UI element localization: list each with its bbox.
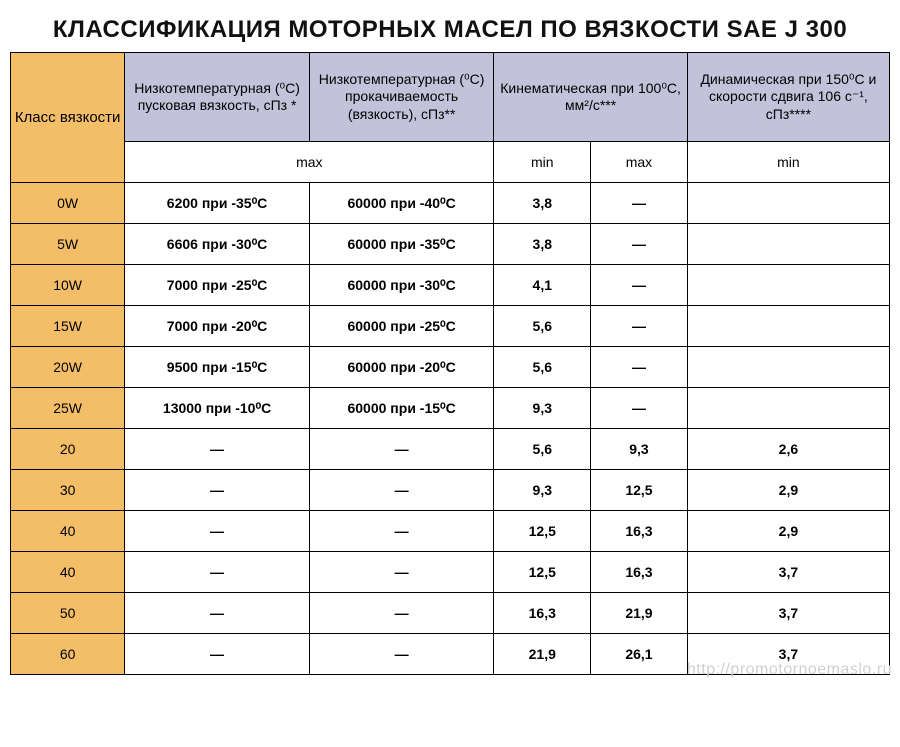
grade-cell: 40 (11, 511, 125, 552)
col-header-cold-cranking: Низкотемпературная (⁰С) пусковая вязкост… (125, 53, 310, 142)
viscosity-table: Класс вязкости Низкотемпературная (⁰С) п… (10, 52, 890, 675)
grade-cell: 50 (11, 593, 125, 634)
data-cell: 60000 при -30⁰С (309, 265, 494, 306)
data-cell: 9,3 (591, 429, 688, 470)
grade-cell: 30 (11, 470, 125, 511)
data-cell: 9,3 (494, 388, 591, 429)
data-cell: — (125, 429, 310, 470)
data-cell: 6606 при -30⁰С (125, 224, 310, 265)
data-cell: — (591, 347, 688, 388)
data-cell: 16,3 (591, 552, 688, 593)
data-cell: — (591, 224, 688, 265)
grade-cell: 10W (11, 265, 125, 306)
grade-cell: 0W (11, 183, 125, 224)
subheader-max: max (125, 142, 494, 183)
subheader-min-hths: min (687, 142, 889, 183)
data-cell: 9,3 (494, 470, 591, 511)
table-row: 40——12,516,32,9 (11, 511, 890, 552)
table-row: 0W6200 при -35⁰С60000 при -40⁰С3,8— (11, 183, 890, 224)
data-cell: 3,7 (687, 634, 889, 675)
data-cell: 9500 при -15⁰С (125, 347, 310, 388)
data-cell: 12,5 (494, 511, 591, 552)
data-cell: 6200 при -35⁰С (125, 183, 310, 224)
data-cell: 4,1 (494, 265, 591, 306)
data-cell: 3,7 (687, 593, 889, 634)
data-cell: — (309, 470, 494, 511)
data-cell: 60000 при -35⁰С (309, 224, 494, 265)
data-cell: 7000 при -20⁰С (125, 306, 310, 347)
data-cell (687, 388, 889, 429)
data-cell: — (125, 593, 310, 634)
data-cell (687, 306, 889, 347)
data-cell: 5,6 (494, 347, 591, 388)
data-cell: 60000 при -40⁰С (309, 183, 494, 224)
data-cell: 21,9 (591, 593, 688, 634)
grade-cell: 5W (11, 224, 125, 265)
data-cell: — (591, 183, 688, 224)
data-cell: 16,3 (591, 511, 688, 552)
data-cell: — (125, 470, 310, 511)
subheader-max-kin: max (591, 142, 688, 183)
table-row: 5W6606 при -30⁰С60000 при -35⁰С3,8— (11, 224, 890, 265)
table-row: 60——21,926,13,7 (11, 634, 890, 675)
data-cell: — (591, 265, 688, 306)
grade-cell: 40 (11, 552, 125, 593)
data-cell: — (309, 593, 494, 634)
data-cell: 60000 при -20⁰С (309, 347, 494, 388)
data-cell: 21,9 (494, 634, 591, 675)
grade-cell: 60 (11, 634, 125, 675)
col-header-hths: Динамическая при 150⁰С и скорости сдвига… (687, 53, 889, 142)
grade-cell: 25W (11, 388, 125, 429)
grade-cell: 15W (11, 306, 125, 347)
table-row: 50——16,321,93,7 (11, 593, 890, 634)
data-cell: 26,1 (591, 634, 688, 675)
col-header-pumpability: Низкотемпературная (⁰С) прокачиваемость … (309, 53, 494, 142)
table-body: 0W6200 при -35⁰С60000 при -40⁰С3,8—5W660… (11, 183, 890, 675)
data-cell: 13000 при -10⁰С (125, 388, 310, 429)
data-cell: — (309, 634, 494, 675)
table-row: 15W7000 при -20⁰С60000 при -25⁰С5,6— (11, 306, 890, 347)
data-cell: 3,8 (494, 183, 591, 224)
table-row: 25W13000 при -10⁰С60000 при -15⁰С9,3— (11, 388, 890, 429)
data-cell (687, 265, 889, 306)
col-header-grade: Класс вязкости (11, 53, 125, 183)
data-cell: 2,6 (687, 429, 889, 470)
table-row: 10W7000 при -25⁰С60000 при -30⁰С4,1— (11, 265, 890, 306)
table-row: 20——5,69,32,6 (11, 429, 890, 470)
data-cell: — (309, 429, 494, 470)
data-cell: 12,5 (591, 470, 688, 511)
data-cell: — (125, 552, 310, 593)
data-cell: — (309, 552, 494, 593)
data-cell: 60000 при -15⁰С (309, 388, 494, 429)
table-row: 40——12,516,33,7 (11, 552, 890, 593)
data-cell: 60000 при -25⁰С (309, 306, 494, 347)
data-cell: 2,9 (687, 470, 889, 511)
col-header-kinematic: Кинематическая при 100⁰С, мм²/с*** (494, 53, 687, 142)
data-cell: — (125, 634, 310, 675)
data-cell (687, 347, 889, 388)
grade-cell: 20W (11, 347, 125, 388)
data-cell (687, 224, 889, 265)
data-cell: — (309, 511, 494, 552)
data-cell: — (591, 388, 688, 429)
data-cell: 2,9 (687, 511, 889, 552)
data-cell: 3,8 (494, 224, 591, 265)
page-title: КЛАССИФИКАЦИЯ МОТОРНЫХ МАСЕЛ ПО ВЯЗКОСТИ… (10, 16, 890, 44)
subheader-min: min (494, 142, 591, 183)
grade-cell: 20 (11, 429, 125, 470)
table-row: 30——9,312,52,9 (11, 470, 890, 511)
data-cell: 16,3 (494, 593, 591, 634)
data-cell (687, 183, 889, 224)
data-cell: 5,6 (494, 429, 591, 470)
data-cell: 12,5 (494, 552, 591, 593)
data-cell: — (591, 306, 688, 347)
data-cell: 3,7 (687, 552, 889, 593)
table-row: 20W9500 при -15⁰С60000 при -20⁰С5,6— (11, 347, 890, 388)
data-cell: — (125, 511, 310, 552)
data-cell: 7000 при -25⁰С (125, 265, 310, 306)
data-cell: 5,6 (494, 306, 591, 347)
